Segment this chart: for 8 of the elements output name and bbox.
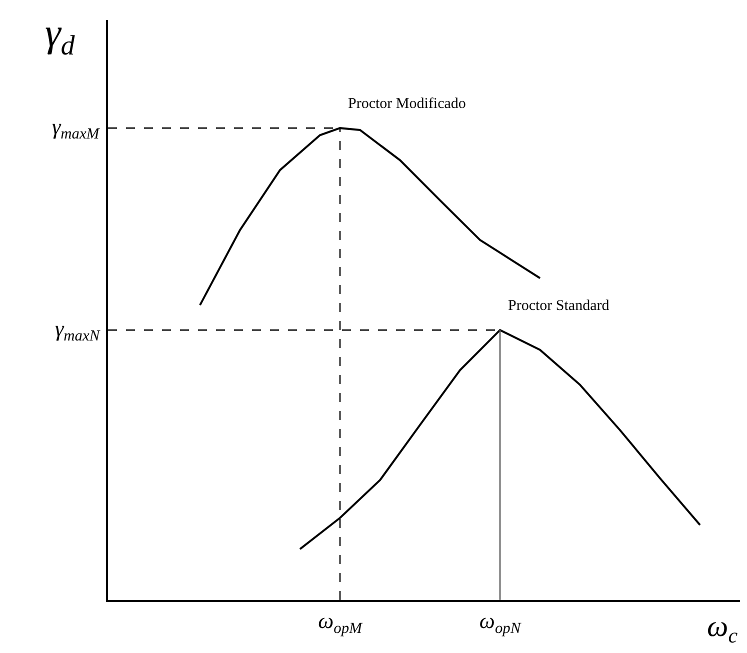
- series-label: Proctor Standard: [508, 298, 610, 314]
- x-tick-label: ω$_{opN}$: [479, 608, 522, 637]
- ref-line-label: γ$_{maxN}$: [55, 316, 100, 345]
- ref-line-label: γ$_{maxM}$: [52, 114, 100, 143]
- y-axis-title: γ$_{d}$: [45, 10, 76, 62]
- x-axis-title: ω$_{c}$: [707, 610, 738, 648]
- series-label: Proctor Modificado: [348, 96, 466, 112]
- x-tick-label: ω$_{opM}$: [318, 608, 364, 637]
